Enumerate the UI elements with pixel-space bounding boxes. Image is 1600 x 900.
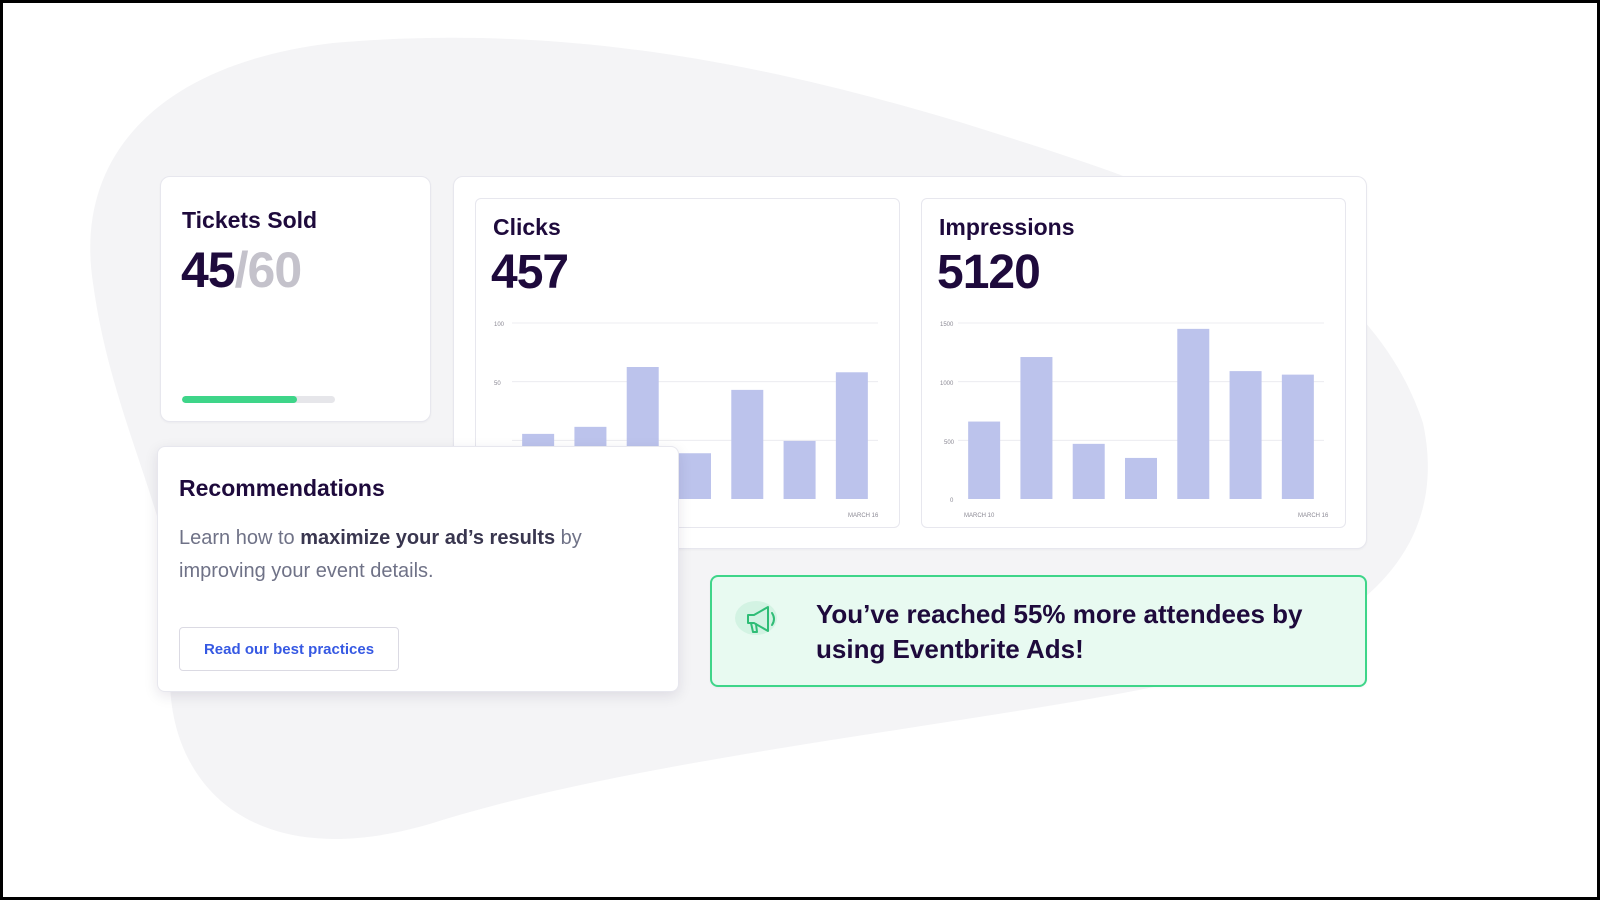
tickets-sold-title: Tickets Sold [182,207,318,233]
clicks-bar-6 [783,440,816,499]
banner-message: You’ve reached 55% more attendees by usi… [816,599,1303,664]
tickets-sold-count: 45/60 [181,241,303,299]
impressions-chart-card: Impressions 5120 1500 1000 500 0 MARCH 1… [921,198,1346,528]
recommendations-text-bold: maximize your ad’s results [300,527,556,549]
clicks-bar-7 [835,372,868,499]
clicks-x-label-end: MARCH 16 [848,513,879,519]
clicks-bar-5 [731,389,764,499]
impressions-title: Impressions [939,214,1075,240]
recommendations-text-part: Learn how to [179,527,301,549]
clicks-value: 457 [491,246,569,299]
read-best-practices-button[interactable]: Read our best practices [179,627,399,671]
clicks-title: Clicks [493,214,561,240]
tickets-progress-fill [182,396,297,403]
tickets-progress-bar [182,396,335,403]
impressions-x-label-start: MARCH 10 [964,513,995,519]
impressions-value: 5120 [937,246,1041,299]
impressions-bar-5 [1177,328,1210,499]
impressions-y-tick-1500: 1500 [940,322,954,328]
clicks-y-tick-100: 100 [494,322,505,328]
recommendations-text: Learn how to maximize your ad’s results … [179,522,609,588]
impressions-bar-6 [1229,371,1262,499]
recommendations-text-part: by improving your event details. [179,527,582,582]
impressions-bar-4 [1125,457,1157,499]
tickets-sold-card: Tickets Sold 45/60 [160,176,431,422]
clicks-bar-4 [679,453,711,499]
impressions-bar-7 [1281,374,1314,499]
tickets-total-value: 60 [247,242,303,298]
megaphone-icon [734,599,784,643]
clicks-y-tick-50: 50 [494,381,501,387]
tickets-sold-value: 45 [181,242,236,298]
recommendations-title: Recommendations [179,475,385,501]
tickets-separator: / [234,242,249,298]
impressions-y-tick-1000: 1000 [940,381,954,387]
impressions-bar-chart: 1500 1000 500 0 MARCH 10 MARCH 16 [940,322,1329,519]
impressions-bar-1 [968,421,1001,499]
impressions-x-label-end: MARCH 16 [1298,513,1329,519]
impressions-bar-2 [1020,357,1053,499]
impressions-bar-3 [1072,443,1105,499]
impressions-y-tick-500: 500 [944,440,955,446]
recommendations-card: Recommendations Learn how to maximize yo… [157,446,679,692]
impressions-y-tick-0: 0 [950,498,954,504]
attendees-reached-banner: You’ve reached 55% more attendees by usi… [710,575,1367,687]
